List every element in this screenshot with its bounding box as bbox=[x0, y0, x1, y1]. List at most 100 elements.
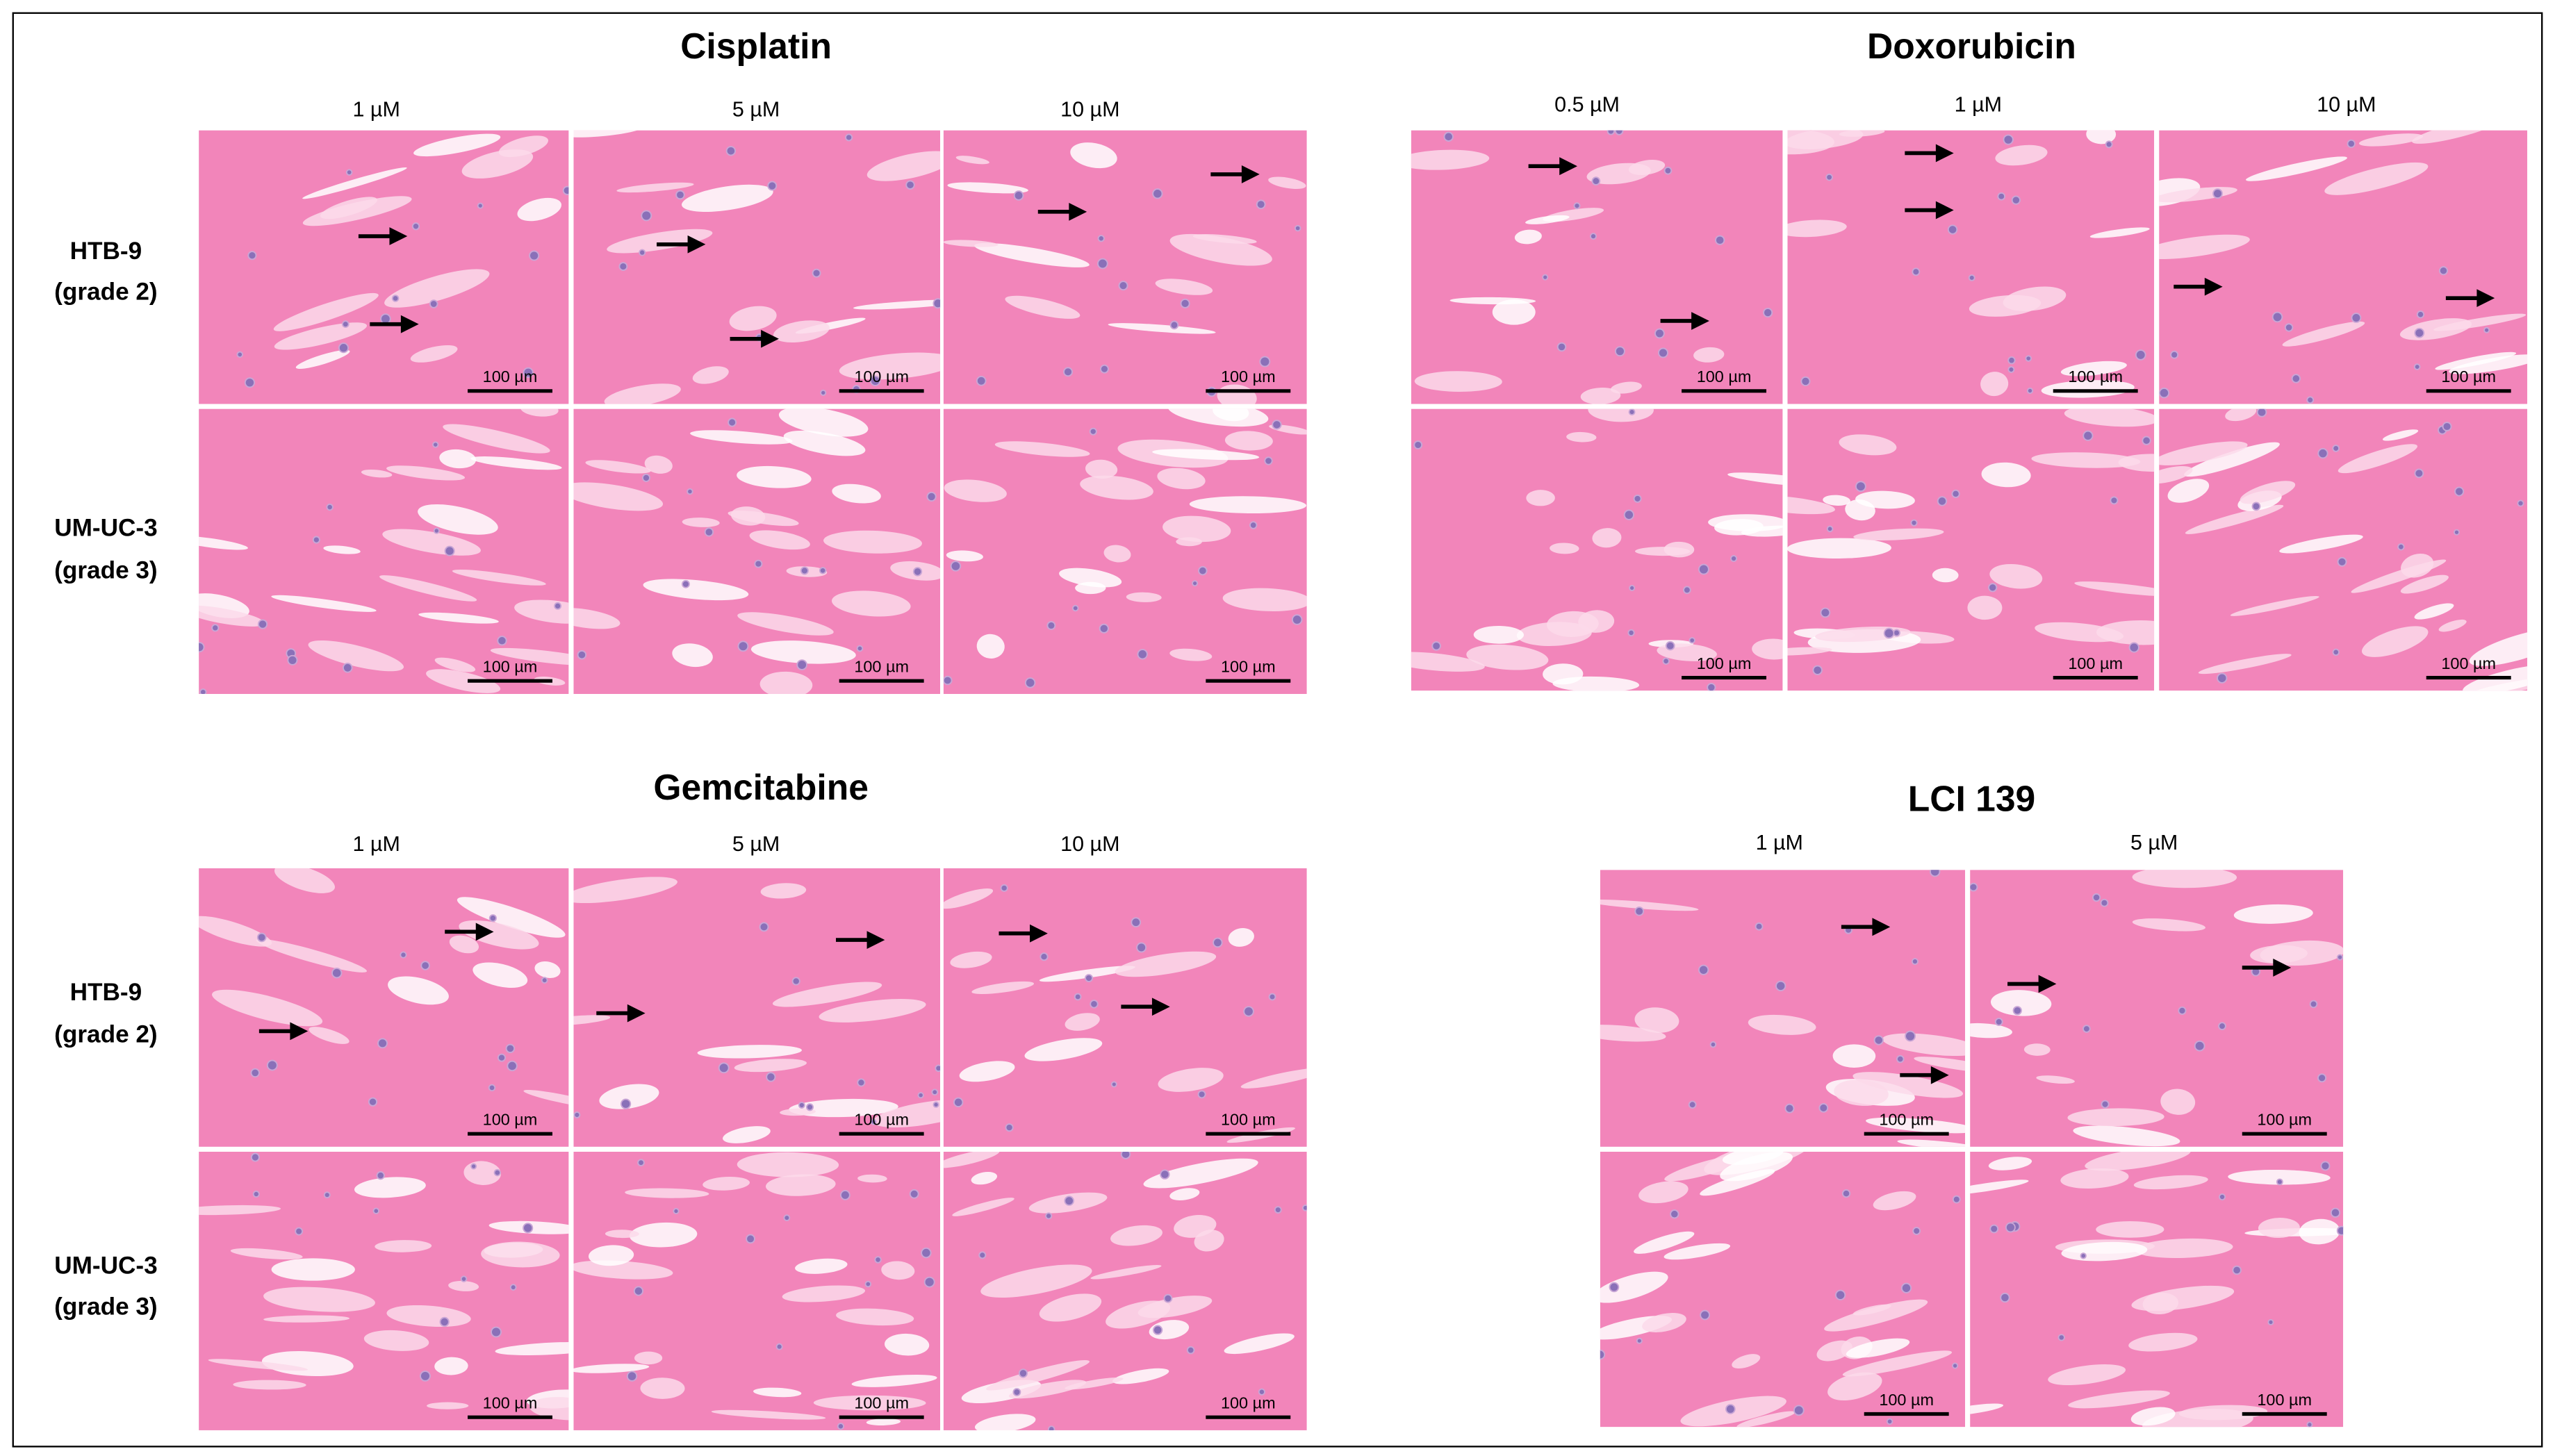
cell bbox=[1658, 347, 1668, 358]
cell bbox=[1820, 607, 1831, 618]
tissue-streak bbox=[832, 590, 911, 617]
scale-bar-label: 100 µm bbox=[854, 658, 909, 676]
tissue-streak bbox=[382, 529, 481, 556]
cell bbox=[2100, 898, 2109, 907]
tissue-streak bbox=[1065, 1013, 1100, 1031]
cell bbox=[2317, 448, 2328, 459]
tissue-streak bbox=[1552, 676, 1640, 691]
scale-bar-label: 100 µm bbox=[1221, 367, 1276, 386]
tissue-background bbox=[2159, 130, 2528, 404]
arrow-head bbox=[866, 931, 885, 949]
tissue-streak bbox=[729, 306, 777, 331]
tissue-streak bbox=[320, 197, 378, 220]
cell bbox=[1937, 496, 1948, 506]
tissue-streak bbox=[1663, 541, 1695, 558]
cell bbox=[2414, 468, 2424, 479]
tissue-streak bbox=[573, 130, 643, 138]
cell bbox=[562, 185, 569, 195]
tissue-streak bbox=[274, 322, 367, 350]
cell bbox=[633, 1286, 644, 1296]
arrow-head bbox=[389, 227, 408, 245]
cell bbox=[1683, 586, 1691, 595]
arrow-head bbox=[627, 1004, 646, 1023]
cell bbox=[1614, 346, 1625, 357]
cell bbox=[2025, 355, 2032, 362]
cell bbox=[1793, 1405, 1805, 1416]
cell bbox=[2105, 140, 2113, 149]
cell bbox=[917, 1092, 924, 1099]
tissue-streak bbox=[839, 352, 941, 380]
tissue-streak bbox=[1722, 1151, 1784, 1165]
cell bbox=[1628, 408, 1636, 416]
concentration-label: 1 µM bbox=[353, 832, 400, 856]
cell bbox=[1698, 563, 1709, 575]
tissue-streak bbox=[1449, 297, 1536, 305]
tissue-streak bbox=[1163, 515, 1231, 543]
tissue-streak bbox=[1852, 1072, 1964, 1098]
cell bbox=[1259, 356, 1271, 367]
cell bbox=[1663, 166, 1673, 175]
cell bbox=[857, 1078, 866, 1087]
cell bbox=[1090, 1000, 1099, 1009]
cell bbox=[2026, 387, 2034, 395]
cell bbox=[1213, 937, 1223, 948]
tissue-streak bbox=[2159, 441, 2248, 465]
cell bbox=[1784, 1103, 1795, 1114]
tissue-streak bbox=[212, 989, 323, 1027]
tissue-streak bbox=[782, 1285, 866, 1302]
cell bbox=[2397, 543, 2405, 551]
tissue-streak bbox=[534, 961, 561, 978]
cell bbox=[2330, 1207, 2341, 1218]
tissue-streak bbox=[309, 1027, 350, 1044]
tissue-streak bbox=[1580, 388, 1621, 404]
cell bbox=[470, 1163, 477, 1170]
cell bbox=[874, 1256, 882, 1264]
cell bbox=[837, 1423, 845, 1430]
cell bbox=[523, 367, 534, 379]
cell bbox=[1268, 993, 1276, 1001]
cell bbox=[1274, 1206, 1282, 1214]
cell bbox=[909, 1189, 919, 1199]
tissue-streak bbox=[199, 605, 265, 627]
cell bbox=[1818, 1102, 1829, 1113]
cell bbox=[1137, 649, 1148, 660]
tissue-streak bbox=[2074, 581, 2155, 597]
tissue-streak bbox=[1736, 1411, 1796, 1428]
cell bbox=[372, 1207, 380, 1214]
cell bbox=[420, 961, 430, 970]
cell bbox=[820, 389, 827, 396]
scale-bar-label: 100 µm bbox=[483, 1394, 538, 1412]
cell bbox=[2414, 327, 2425, 338]
cell bbox=[444, 545, 455, 556]
cell bbox=[199, 642, 205, 653]
tissue-streak bbox=[443, 424, 550, 454]
scale-bar-label: 100 µm bbox=[1221, 1394, 1276, 1412]
tissue-streak bbox=[1103, 545, 1131, 563]
tissue-streak bbox=[1610, 381, 1642, 394]
tissue-streak bbox=[1085, 459, 1118, 479]
tissue-streak bbox=[1588, 408, 1654, 422]
tissue-streak bbox=[2185, 504, 2284, 534]
tissue-streak bbox=[2401, 553, 2434, 578]
tissue-streak bbox=[980, 1264, 1092, 1298]
cell bbox=[331, 967, 343, 979]
cell bbox=[1633, 494, 1642, 503]
tissue-streak bbox=[2338, 444, 2418, 474]
cell bbox=[1097, 235, 1105, 242]
tissue-streak bbox=[759, 671, 813, 694]
tissue-streak bbox=[634, 1351, 663, 1365]
cell bbox=[912, 567, 923, 577]
tissue-streak bbox=[703, 1176, 750, 1191]
cell bbox=[1120, 1151, 1131, 1159]
cell bbox=[2003, 134, 2014, 145]
tissue-streak bbox=[772, 982, 882, 1007]
cell bbox=[252, 1190, 260, 1198]
tissue-streak bbox=[832, 483, 881, 504]
tissue-streak bbox=[418, 612, 499, 624]
tissue-streak bbox=[795, 1258, 848, 1274]
cell bbox=[420, 1370, 431, 1382]
arrow-head bbox=[1691, 312, 1709, 330]
tissue-streak bbox=[1787, 220, 1847, 238]
cell bbox=[2082, 430, 2094, 441]
